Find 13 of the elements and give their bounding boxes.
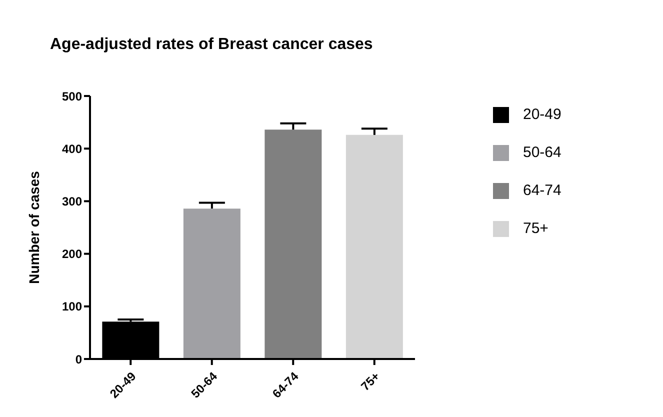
chart-title: Age-adjusted rates of Breast cancer cases <box>50 36 373 54</box>
y-tick-label: 0 <box>75 352 82 366</box>
y-axis-title: Number of cases <box>26 170 42 284</box>
legend-label: 50-64 <box>523 144 562 161</box>
y-tick-label: 400 <box>62 142 82 156</box>
y-tick-label: 300 <box>62 194 82 208</box>
legend-label: 75+ <box>523 220 548 237</box>
x-tick-label: 75+ <box>358 369 382 394</box>
y-tick-label: 100 <box>62 300 82 314</box>
y-tick-label: 200 <box>62 247 82 262</box>
legend-label: 20-49 <box>523 106 562 123</box>
y-tick-label: 500 <box>62 89 82 104</box>
legend-label: 64-74 <box>523 182 562 199</box>
